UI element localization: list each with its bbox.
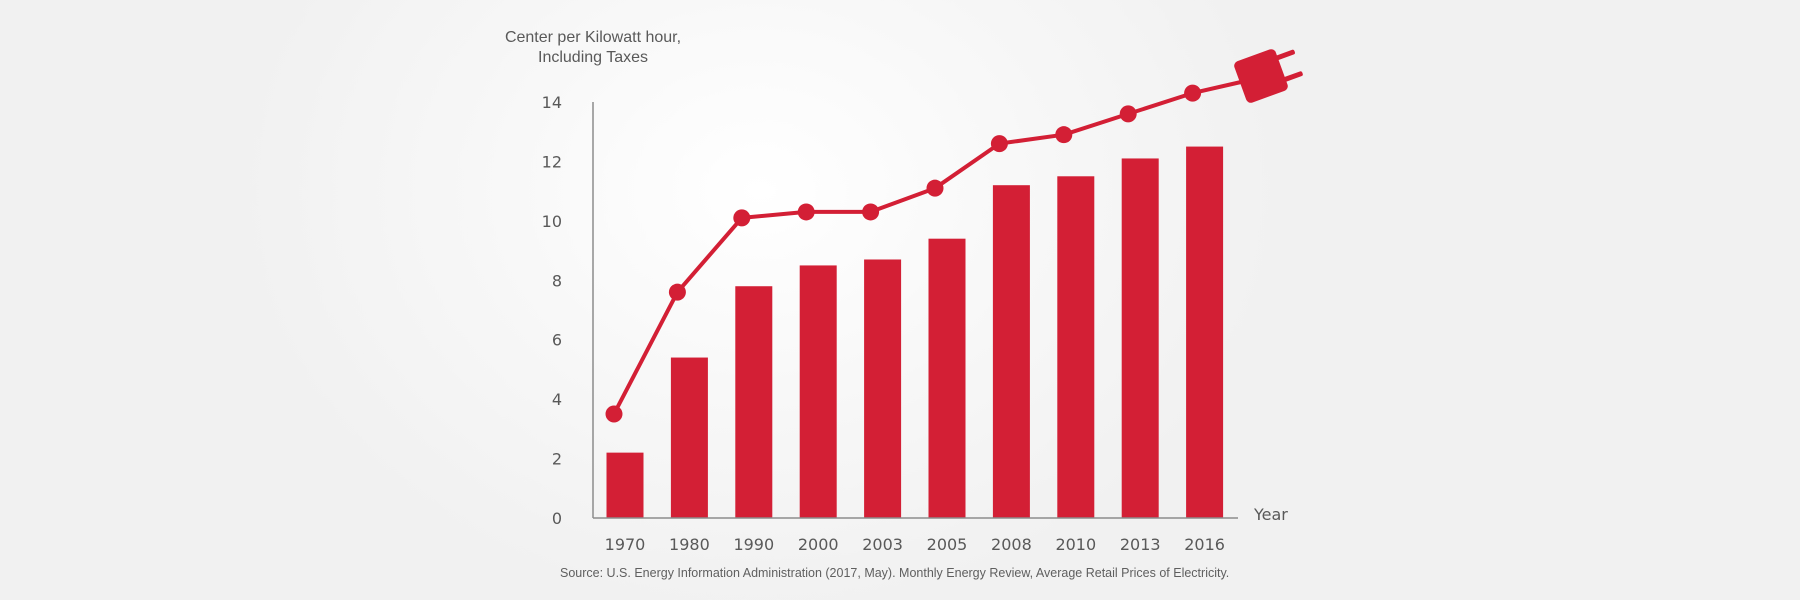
x-tick-label-2003: 2003 <box>862 535 903 554</box>
bar-2005 <box>928 238 966 518</box>
plug-body-group <box>1234 49 1303 103</box>
bar-2000 <box>799 265 837 518</box>
x-tick-label-1980: 1980 <box>669 535 710 554</box>
y-tick-label-0: 0 <box>552 509 562 528</box>
x-tick-label-2016: 2016 <box>1184 535 1225 554</box>
y-tick-label-6: 6 <box>552 331 562 350</box>
x-tick-label-2008: 2008 <box>991 535 1032 554</box>
y-tick-label-4: 4 <box>552 390 562 409</box>
y-axis-label-line-2: Including Taxes <box>538 49 648 66</box>
line-point-2003 <box>862 203 880 221</box>
bar-1980 <box>670 357 708 518</box>
line-point-2016 <box>1184 84 1202 102</box>
y-axis-label-line-1: Center per Kilowatt hour, <box>504 29 682 46</box>
line-point-1990 <box>733 209 751 227</box>
line-point-2008 <box>990 135 1008 153</box>
bar-2008 <box>992 185 1030 518</box>
plug-prong-top <box>1275 49 1295 61</box>
plug-icon <box>1234 49 1303 103</box>
x-tick-label-1970: 1970 <box>605 535 646 554</box>
y-tick-label-14: 14 <box>542 93 562 112</box>
bar-2010 <box>1057 176 1095 519</box>
line-point-1980 <box>668 283 686 301</box>
bar-1990 <box>735 286 773 518</box>
bar-2003 <box>864 259 902 518</box>
x-tick-label-1990: 1990 <box>733 535 774 554</box>
axes-layer <box>592 102 1238 519</box>
line-point-2010 <box>1055 126 1073 144</box>
x-axis-label: Year <box>1254 505 1288 524</box>
bar-2016 <box>1186 146 1224 519</box>
line-point-2005 <box>926 179 944 197</box>
source-note: Source: U.S. Energy Information Administ… <box>560 566 1230 580</box>
x-tick-label-2000: 2000 <box>798 535 839 554</box>
line-point-1970 <box>605 405 623 423</box>
labels-layer: 0 2 4 6 8 10 12 14 1970 1980 1990 2000 2003 2005 2008 2… <box>542 93 1225 554</box>
bar-1970 <box>606 452 644 518</box>
y-axis-label: Center per Kilowatt hour, Including Taxe… <box>493 28 693 68</box>
line-layer <box>605 80 1242 423</box>
y-tick-label-10: 10 <box>542 212 562 231</box>
x-tick-label-2010: 2010 <box>1055 535 1096 554</box>
bars-layer <box>606 146 1224 519</box>
y-tick-label-8: 8 <box>552 271 562 290</box>
bar-2013 <box>1121 158 1159 518</box>
plug-body <box>1234 49 1288 103</box>
y-tick-label-12: 12 <box>542 152 562 171</box>
line-point-2013 <box>1119 105 1137 123</box>
line-point-2000 <box>797 203 815 221</box>
y-tick-label-2: 2 <box>552 450 562 469</box>
x-tick-label-2013: 2013 <box>1120 535 1161 554</box>
plug-prong-bottom <box>1283 71 1303 82</box>
x-tick-label-2005: 2005 <box>927 535 968 554</box>
